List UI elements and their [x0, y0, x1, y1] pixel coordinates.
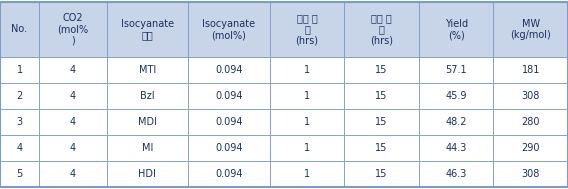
- Bar: [39, 135, 107, 161]
- Text: CO2
(mol%
): CO2 (mol% ): [57, 13, 89, 46]
- Bar: [494, 2, 568, 57]
- Text: MDI: MDI: [138, 117, 157, 127]
- Bar: [188, 2, 270, 57]
- Bar: [107, 161, 188, 187]
- Text: 15: 15: [375, 143, 388, 153]
- Bar: [270, 2, 344, 57]
- Text: 4: 4: [70, 65, 76, 75]
- Bar: [188, 161, 270, 187]
- Bar: [107, 57, 188, 83]
- Bar: [494, 161, 568, 187]
- Bar: [107, 2, 188, 57]
- Text: 1: 1: [16, 65, 23, 75]
- Bar: [107, 135, 188, 161]
- Bar: [0, 2, 39, 57]
- Text: 5: 5: [16, 170, 23, 180]
- Bar: [419, 135, 494, 161]
- Text: 1: 1: [304, 65, 310, 75]
- Bar: [39, 83, 107, 109]
- Bar: [494, 57, 568, 83]
- Text: 4: 4: [70, 143, 76, 153]
- Bar: [188, 109, 270, 135]
- Text: 57.1: 57.1: [445, 65, 467, 75]
- Text: 0.094: 0.094: [215, 170, 243, 180]
- Text: 0.094: 0.094: [215, 117, 243, 127]
- Bar: [419, 109, 494, 135]
- Bar: [419, 57, 494, 83]
- Bar: [344, 135, 419, 161]
- Bar: [0, 83, 39, 109]
- Text: 46.3: 46.3: [445, 170, 467, 180]
- Text: 0.094: 0.094: [215, 91, 243, 101]
- Text: 15: 15: [375, 91, 388, 101]
- Text: 반응 시
간
(hrs): 반응 시 간 (hrs): [370, 13, 393, 46]
- Bar: [270, 135, 344, 161]
- Text: Isocyanate
(mol%): Isocyanate (mol%): [202, 19, 256, 40]
- Bar: [0, 109, 39, 135]
- Text: 4: 4: [16, 143, 23, 153]
- Text: 2: 2: [16, 91, 23, 101]
- Text: MW
(kg/mol): MW (kg/mol): [511, 19, 551, 40]
- Bar: [419, 161, 494, 187]
- Bar: [270, 109, 344, 135]
- Text: 280: 280: [521, 117, 540, 127]
- Bar: [0, 161, 39, 187]
- Bar: [39, 109, 107, 135]
- Text: 308: 308: [521, 170, 540, 180]
- Text: 1: 1: [304, 170, 310, 180]
- Bar: [0, 57, 39, 83]
- Text: 1: 1: [304, 117, 310, 127]
- Text: 3: 3: [16, 117, 23, 127]
- Bar: [39, 161, 107, 187]
- Bar: [494, 109, 568, 135]
- Text: 48.2: 48.2: [445, 117, 467, 127]
- Bar: [344, 109, 419, 135]
- Text: No.: No.: [11, 24, 28, 34]
- Bar: [419, 83, 494, 109]
- Bar: [344, 161, 419, 187]
- Text: Isocyanate
종류: Isocyanate 종류: [121, 19, 174, 40]
- Text: 15: 15: [375, 117, 388, 127]
- Bar: [270, 83, 344, 109]
- Text: 4: 4: [70, 170, 76, 180]
- Text: MI: MI: [141, 143, 153, 153]
- Bar: [107, 83, 188, 109]
- Bar: [270, 57, 344, 83]
- Text: 1: 1: [304, 91, 310, 101]
- Bar: [0, 135, 39, 161]
- Text: 290: 290: [521, 143, 540, 153]
- Text: 4: 4: [70, 91, 76, 101]
- Bar: [494, 135, 568, 161]
- Text: 1: 1: [304, 143, 310, 153]
- Text: 4: 4: [70, 117, 76, 127]
- Text: 15: 15: [375, 170, 388, 180]
- Text: 308: 308: [521, 91, 540, 101]
- Bar: [39, 2, 107, 57]
- Bar: [270, 161, 344, 187]
- Bar: [107, 109, 188, 135]
- Text: 0.094: 0.094: [215, 65, 243, 75]
- Text: 0.094: 0.094: [215, 143, 243, 153]
- Bar: [188, 135, 270, 161]
- Text: 181: 181: [521, 65, 540, 75]
- Bar: [188, 83, 270, 109]
- Text: 44.3: 44.3: [445, 143, 467, 153]
- Text: Yield
(%): Yield (%): [445, 19, 467, 40]
- Bar: [344, 2, 419, 57]
- Bar: [188, 57, 270, 83]
- Text: 45.9: 45.9: [445, 91, 467, 101]
- Text: MTI: MTI: [139, 65, 156, 75]
- Bar: [344, 83, 419, 109]
- Text: 15: 15: [375, 65, 388, 75]
- Text: 투입 시
간
(hrs): 투입 시 간 (hrs): [295, 13, 319, 46]
- Bar: [419, 2, 494, 57]
- Text: HDI: HDI: [139, 170, 156, 180]
- Text: BzI: BzI: [140, 91, 154, 101]
- Bar: [344, 57, 419, 83]
- Bar: [494, 83, 568, 109]
- Bar: [39, 57, 107, 83]
